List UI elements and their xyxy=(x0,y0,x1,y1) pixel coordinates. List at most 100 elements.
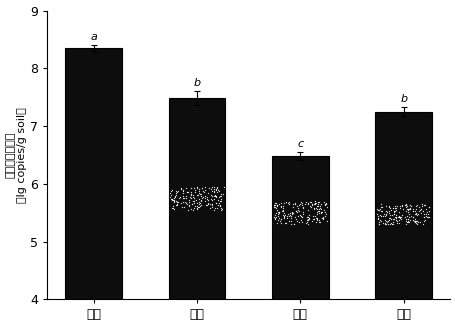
Point xyxy=(197,192,205,197)
Point xyxy=(320,210,328,215)
Point xyxy=(286,210,293,215)
Point xyxy=(207,204,215,209)
Point xyxy=(176,194,183,199)
Point xyxy=(275,215,282,221)
Point xyxy=(397,203,404,208)
Point xyxy=(389,220,396,225)
Point xyxy=(185,202,192,207)
Point xyxy=(314,199,321,204)
Point xyxy=(196,203,203,209)
Point xyxy=(385,216,392,221)
Point xyxy=(304,215,311,220)
Point xyxy=(197,203,205,208)
Point xyxy=(384,216,391,221)
Point xyxy=(291,214,298,219)
Point xyxy=(305,199,313,204)
Point xyxy=(272,210,279,215)
Point xyxy=(180,205,187,210)
Point xyxy=(377,202,384,207)
Point xyxy=(411,212,419,217)
Point xyxy=(392,215,399,220)
Point xyxy=(296,213,303,218)
Point xyxy=(415,204,422,210)
Point xyxy=(191,203,198,209)
Point xyxy=(298,209,306,214)
Point xyxy=(308,201,315,207)
Point xyxy=(382,209,389,215)
Point xyxy=(425,215,432,220)
Point xyxy=(391,206,399,211)
Point xyxy=(170,207,177,212)
Y-axis label: 尖孢镰刀菌数量
（lg copies/g soil）: 尖孢镰刀菌数量 （lg copies/g soil） xyxy=(5,107,27,203)
Point xyxy=(297,213,304,218)
Point xyxy=(420,217,428,223)
Point xyxy=(210,190,217,195)
Point xyxy=(192,197,199,202)
Point xyxy=(280,200,287,206)
Point xyxy=(393,214,400,219)
Point xyxy=(423,215,430,220)
Point xyxy=(408,214,415,219)
Point xyxy=(199,188,207,193)
Point xyxy=(303,216,311,222)
Point xyxy=(214,198,221,203)
Point xyxy=(293,218,300,224)
Point xyxy=(279,213,287,218)
Point xyxy=(179,196,186,201)
Point xyxy=(400,202,407,208)
Point xyxy=(195,199,202,204)
Point xyxy=(217,206,225,211)
Point xyxy=(413,202,420,207)
Point xyxy=(187,190,194,195)
Point xyxy=(271,205,278,210)
Point xyxy=(277,216,284,222)
Point xyxy=(425,204,432,210)
Point xyxy=(317,201,324,207)
Point xyxy=(206,206,213,211)
Point xyxy=(322,202,329,207)
Point xyxy=(203,202,211,207)
Point xyxy=(178,190,186,196)
Point xyxy=(421,213,429,218)
Point xyxy=(392,219,399,224)
Point xyxy=(214,188,222,193)
Point xyxy=(391,215,398,220)
Point xyxy=(190,185,197,190)
Point xyxy=(403,210,410,215)
Point xyxy=(414,212,421,217)
Point xyxy=(305,212,312,217)
Point xyxy=(388,221,395,227)
Point xyxy=(184,189,191,194)
Point xyxy=(201,198,208,203)
Point xyxy=(171,194,178,199)
Point xyxy=(206,201,213,206)
Point xyxy=(196,192,203,197)
Point xyxy=(395,214,402,219)
Point xyxy=(193,200,200,205)
Point xyxy=(189,198,196,204)
Point xyxy=(290,221,298,226)
Point xyxy=(272,205,279,211)
Text: b: b xyxy=(399,94,406,104)
Point xyxy=(187,191,195,196)
Point xyxy=(280,215,288,221)
Point xyxy=(170,197,177,202)
Point xyxy=(412,220,419,225)
Point xyxy=(288,209,295,215)
Point xyxy=(202,197,210,202)
Point xyxy=(411,211,419,216)
Point xyxy=(310,206,317,211)
Point xyxy=(211,193,218,198)
Point xyxy=(216,203,223,208)
Point xyxy=(191,190,198,195)
Point xyxy=(204,190,211,195)
Point xyxy=(212,186,219,191)
Point xyxy=(271,202,278,208)
Point xyxy=(272,215,279,220)
Point xyxy=(374,214,381,219)
Point xyxy=(395,215,402,220)
Point xyxy=(195,190,202,196)
Point xyxy=(415,219,423,224)
Point xyxy=(201,187,208,193)
Point xyxy=(172,198,179,204)
